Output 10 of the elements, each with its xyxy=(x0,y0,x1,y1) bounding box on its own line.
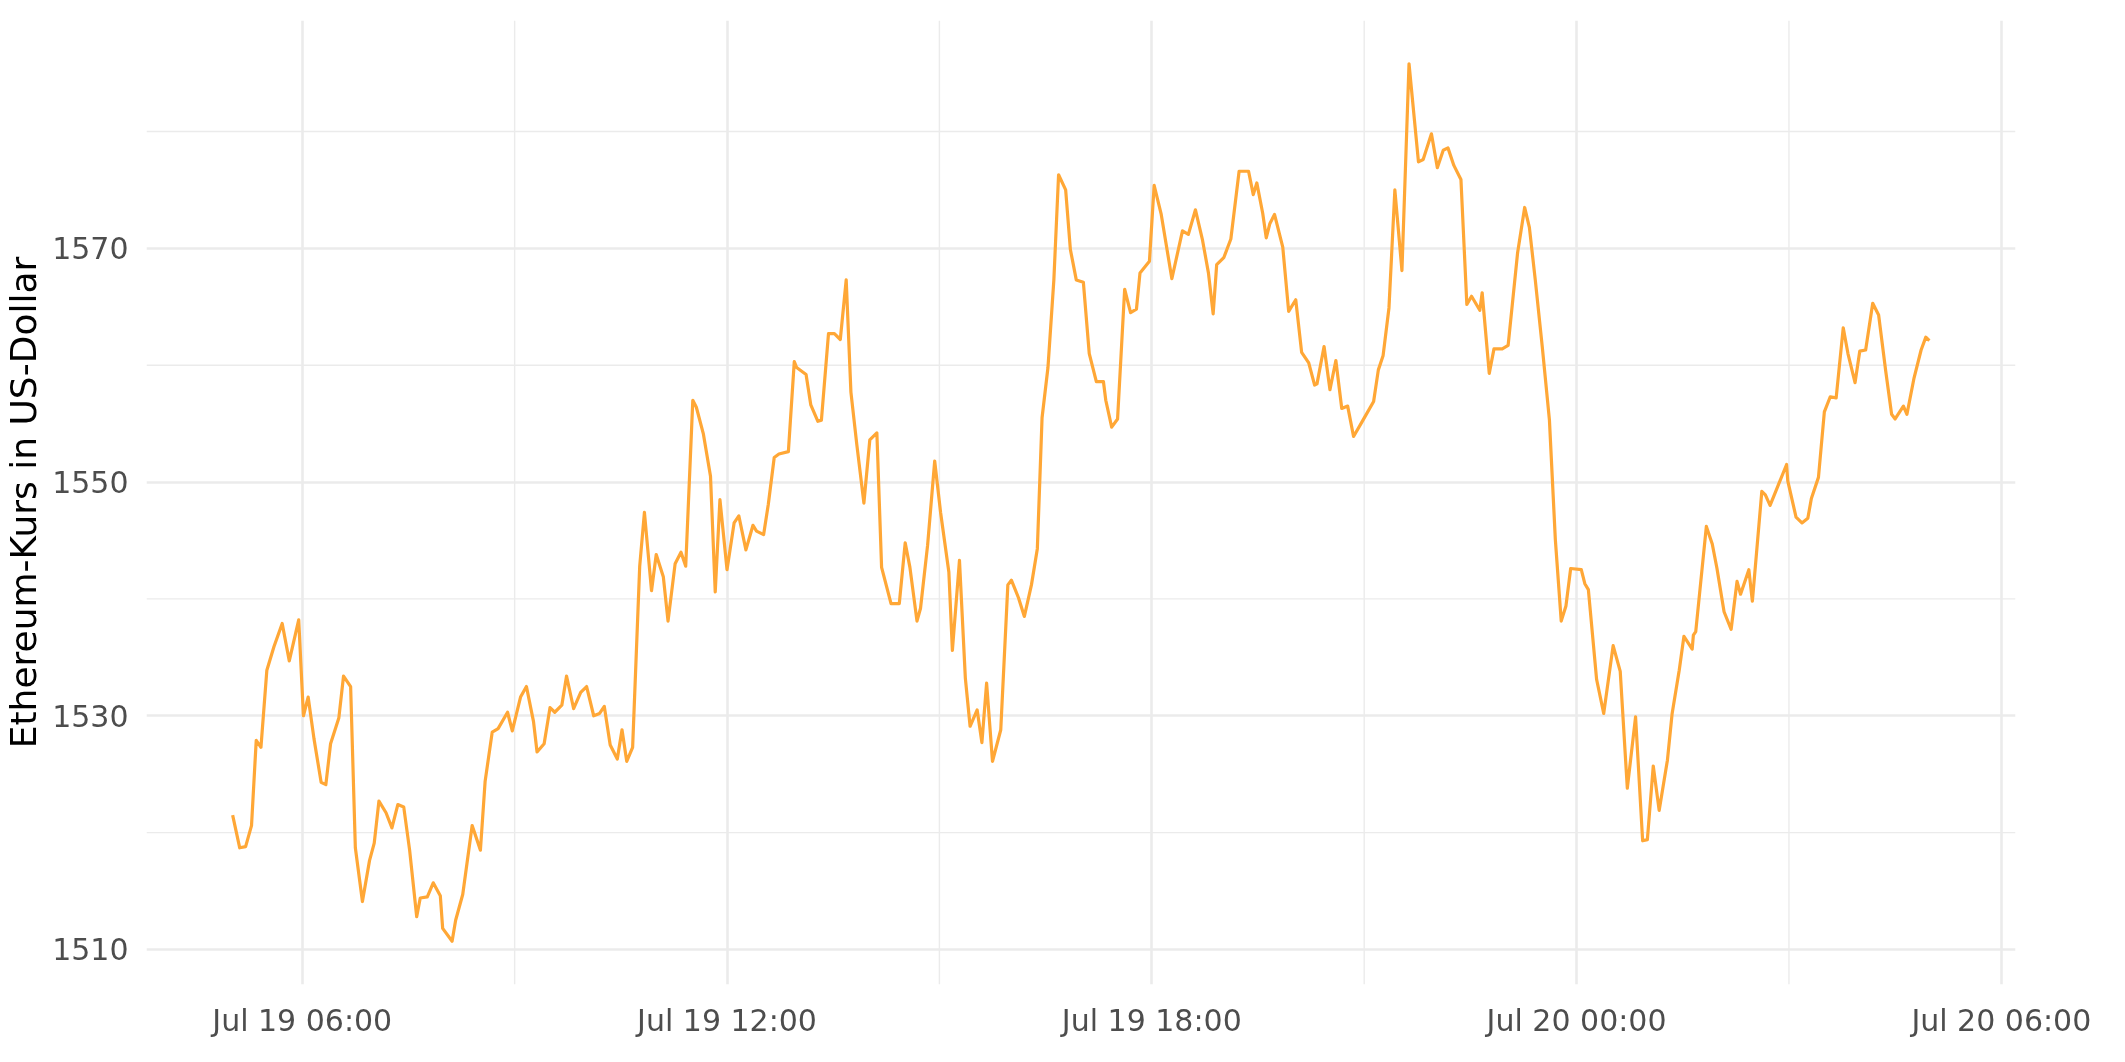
x-tick-label: Jul 19 12:00 xyxy=(635,1002,817,1038)
x-tick-label: Jul 20 06:00 xyxy=(1909,1002,2092,1038)
x-tick-label: Jul 20 00:00 xyxy=(1484,1002,1667,1038)
y-axis-title: Ethereum-Kurs in US-Dollar xyxy=(3,256,45,749)
x-tick-label: Jul 19 06:00 xyxy=(210,1002,393,1038)
y-tick-label: 1530 xyxy=(52,698,129,734)
y-tick-label: 1550 xyxy=(52,465,129,501)
y-tick-label: 1510 xyxy=(52,932,129,968)
y-tick-label: 1570 xyxy=(52,231,129,267)
x-tick-label: Jul 19 18:00 xyxy=(1059,1002,1242,1038)
